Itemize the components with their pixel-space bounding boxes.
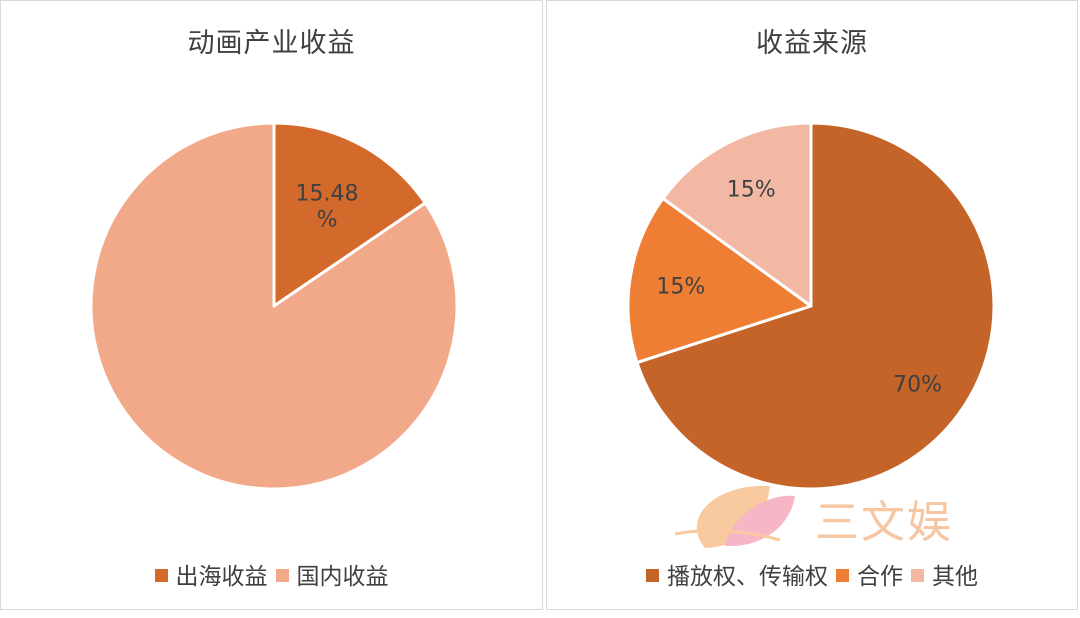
legend-item: 出海收益 [154, 557, 268, 591]
legend-label: 其他 [932, 564, 978, 590]
pie-slice-3 [661, 121, 813, 308]
chart-panel-revenue-source: 收益来源 70% 15% 15% 播放权、传输权 合作 其他 [546, 0, 1078, 610]
data-label: 15% [656, 274, 705, 299]
legend-label: 国内收益 [296, 564, 389, 590]
legend-label: 播放权、传输权 [667, 564, 828, 590]
pie-chart-industry-revenue: 15.48% [89, 121, 459, 491]
legend-label: 出海收益 [175, 564, 268, 590]
legend-item: 国内收益 [275, 557, 389, 591]
legend-swatch [911, 569, 924, 582]
chart-legend: 出海收益 国内收益 [1, 557, 542, 591]
legend-label: 合作 [857, 564, 903, 590]
pie-slice-2 [89, 121, 459, 491]
pie-slice-2 [626, 196, 813, 365]
legend-swatch [836, 569, 849, 582]
chart-panel-industry-revenue: 动画产业收益 15.48% 出海收益 国内收益 [0, 0, 543, 610]
data-label: 15.48% [296, 182, 359, 233]
legend-swatch [275, 569, 289, 582]
pie-slice-1 [635, 121, 996, 491]
legend-item: 合作 [836, 557, 903, 591]
legend-swatch [154, 569, 168, 582]
pie-slice-1 [272, 121, 427, 308]
chart-legend: 播放权、传输权 合作 其他 [547, 557, 1077, 591]
chart-title: 收益来源 [756, 28, 868, 59]
legend-item: 其他 [911, 557, 978, 591]
pie-chart-revenue-source: 70% 15% 15% [626, 121, 996, 491]
chart-title: 动画产业收益 [187, 28, 356, 59]
legend-item: 播放权、传输权 [646, 557, 828, 591]
data-label: 15% [727, 178, 776, 203]
legend-swatch [646, 569, 659, 582]
data-label: 70% [893, 372, 942, 397]
